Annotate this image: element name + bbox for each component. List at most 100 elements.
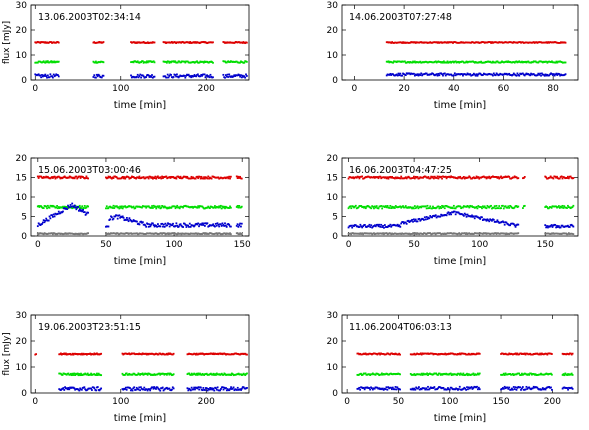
data-point	[394, 74, 397, 76]
data-point	[135, 75, 138, 78]
data-point	[225, 387, 227, 389]
data-point	[546, 61, 549, 64]
data-point	[488, 175, 491, 178]
data-point	[529, 352, 531, 355]
data-point	[389, 175, 392, 178]
data-point	[423, 41, 426, 44]
data-point	[386, 388, 389, 391]
data-point	[145, 388, 148, 391]
data-point	[380, 177, 383, 180]
data-point	[425, 72, 428, 75]
data-point	[424, 218, 427, 221]
data-point	[434, 207, 437, 210]
data-point	[440, 61, 443, 64]
data-point	[505, 206, 508, 209]
data-point	[565, 232, 567, 235]
data-point	[547, 226, 549, 229]
data-point	[425, 41, 428, 44]
data-point	[457, 41, 460, 44]
data-point	[444, 388, 447, 391]
x-axis-label: time [min]	[434, 413, 487, 424]
data-point	[428, 353, 430, 355]
data-point	[432, 177, 435, 180]
data-point	[454, 353, 457, 356]
data-point	[447, 373, 449, 376]
data-point	[427, 216, 430, 219]
data-point	[84, 213, 87, 216]
data-point	[221, 205, 224, 208]
data-point	[395, 233, 398, 235]
data-point	[416, 220, 419, 223]
data-point	[430, 61, 433, 63]
data-point	[81, 210, 84, 213]
data-point	[348, 205, 351, 208]
data-point	[497, 61, 500, 64]
data-point	[477, 352, 479, 355]
data-point	[518, 386, 521, 389]
data-point	[361, 353, 363, 356]
data-point	[556, 232, 558, 235]
data-point	[372, 205, 374, 208]
data-point	[567, 353, 569, 355]
data-point	[462, 206, 464, 209]
data-point	[236, 386, 239, 389]
data-point	[433, 41, 436, 44]
data-point	[362, 177, 364, 180]
data-point	[353, 232, 355, 235]
data-point	[502, 176, 505, 179]
data-point	[358, 386, 361, 389]
data-point	[138, 175, 141, 178]
data-point	[62, 205, 64, 208]
data-point	[246, 387, 248, 389]
data-point	[444, 74, 447, 77]
data-point	[375, 372, 378, 375]
data-point	[561, 387, 564, 390]
data-point	[434, 41, 437, 44]
data-point	[174, 207, 177, 210]
data-point	[408, 221, 411, 223]
data-point	[485, 177, 488, 180]
data-point	[498, 205, 501, 207]
data-point	[455, 353, 458, 356]
data-point	[371, 373, 373, 376]
data-point	[419, 387, 422, 390]
data-point	[442, 206, 444, 209]
data-point	[470, 373, 473, 376]
data-point	[372, 176, 374, 179]
data-point	[447, 41, 450, 44]
data-point	[528, 353, 531, 356]
data-point	[481, 41, 483, 43]
data-point	[457, 372, 460, 375]
data-point	[467, 73, 470, 76]
data-point	[87, 177, 90, 180]
data-point	[214, 225, 216, 228]
data-point	[221, 386, 224, 389]
y-tick-label: 0	[21, 389, 27, 399]
data-point	[438, 386, 441, 388]
data-point	[370, 224, 373, 227]
data-point	[452, 176, 454, 178]
data-point	[354, 224, 357, 227]
data-point	[57, 41, 60, 44]
data-point	[527, 373, 530, 376]
data-point	[426, 176, 429, 179]
data-point	[61, 374, 64, 376]
data-point	[376, 232, 379, 235]
data-point	[507, 232, 510, 235]
x-tick-label: 100	[441, 397, 458, 407]
data-point	[423, 352, 426, 355]
data-point	[415, 61, 418, 63]
data-point	[456, 233, 459, 236]
data-point	[547, 352, 550, 355]
data-point	[432, 353, 435, 356]
data-point	[457, 205, 460, 208]
data-point	[455, 41, 458, 44]
data-point	[393, 232, 396, 235]
data-point	[165, 61, 168, 64]
data-point	[141, 206, 143, 209]
data-point	[392, 176, 394, 179]
data-point	[554, 175, 557, 178]
data-point	[449, 176, 452, 179]
data-point	[545, 74, 548, 77]
data-point	[397, 353, 400, 356]
